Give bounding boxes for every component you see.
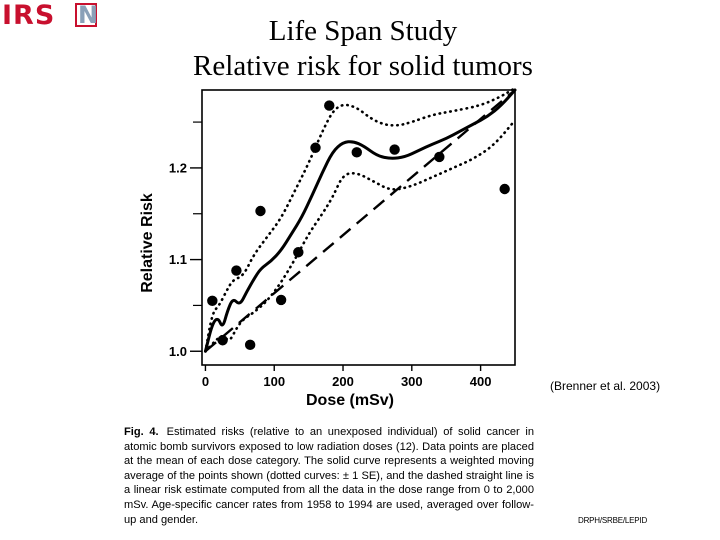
caption-fig-label: Fig. 4. xyxy=(124,426,159,438)
plot-frame xyxy=(201,89,516,366)
data-point xyxy=(231,265,242,276)
logo-box xyxy=(75,3,97,27)
data-point xyxy=(434,151,445,163)
y-tick-label: 1.2 xyxy=(169,160,187,175)
logo-text: IRS xyxy=(2,0,56,31)
x-axis-label: Dose (mSv) xyxy=(306,392,394,409)
x-tick-label: 0 xyxy=(202,374,209,389)
figure-caption: Fig. 4. Estimated risks (relative to an u… xyxy=(124,425,534,527)
x-tick-label: 400 xyxy=(470,374,492,389)
y-axis-label: Relative Risk xyxy=(139,193,156,293)
y-tick-label: 1.0 xyxy=(169,344,187,359)
x-tick-label: 200 xyxy=(332,374,354,389)
data-point xyxy=(310,142,321,153)
footer-label: DRPH/SRBE/LEPID xyxy=(578,516,648,525)
citation: (Brenner et al. 2003) xyxy=(550,379,661,393)
dashed-curve-3 xyxy=(204,89,516,353)
x-tick-label: 100 xyxy=(263,374,285,389)
dotted-curve-2 xyxy=(204,118,517,353)
x-tick-label: 300 xyxy=(401,374,423,389)
data-point xyxy=(244,339,256,351)
title-line-1: Life Span Study xyxy=(268,15,458,47)
dotted-curve-1 xyxy=(204,86,517,353)
caption-text: Estimated risks (relative to an unexpose… xyxy=(124,426,534,526)
y-tick-label: 1.1 xyxy=(169,252,187,267)
chart: 0 100 200 300 400 1.0 1.1 1.2 Dose (mSv) Relati… xyxy=(120,86,540,418)
data-point xyxy=(499,183,510,195)
irsn-logo: IRS N xyxy=(0,0,105,34)
data-point xyxy=(217,335,228,346)
title-line-2: Relative risk for solid tumors xyxy=(193,50,533,82)
data-point xyxy=(255,205,266,217)
data-point xyxy=(389,144,400,155)
data-point xyxy=(293,247,304,258)
logo-letter: N xyxy=(78,1,99,29)
slide-title: Life Span Study Relative risk for solid … xyxy=(0,14,720,84)
data-point xyxy=(351,147,362,158)
chart-svg: 0 100 200 300 400 1.0 1.1 1.2 Dose (mSv) Relati… xyxy=(139,86,517,409)
data-point xyxy=(207,295,218,307)
data-point xyxy=(324,100,335,111)
data-point xyxy=(275,294,287,306)
solid-curve-0 xyxy=(203,88,517,353)
